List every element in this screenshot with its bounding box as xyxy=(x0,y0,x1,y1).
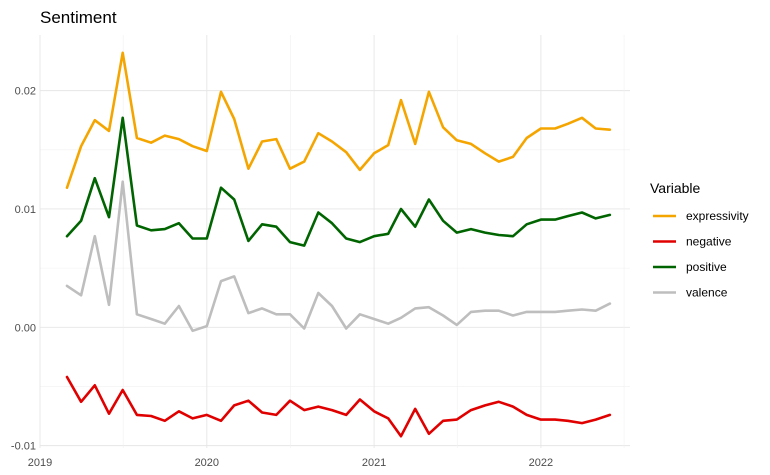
x-tick-label: 2019 xyxy=(28,457,52,469)
series-layer xyxy=(65,51,612,438)
legend-title: Variable xyxy=(650,180,701,196)
grid-layer xyxy=(39,35,630,448)
axis-layer: 0.02 0.01 0.00 -0.01 2019 2020 2021 2022 xyxy=(11,86,553,469)
legend-label-valence: valence xyxy=(686,286,728,300)
y-tick-label: 0.02 xyxy=(15,86,36,98)
chart-title: Sentiment xyxy=(40,8,117,27)
series-line-expressivity xyxy=(65,51,612,189)
legend-label-expressivity: expressivity xyxy=(686,209,749,223)
x-tick-label: 2022 xyxy=(529,457,553,469)
x-tick-label: 2020 xyxy=(195,457,219,469)
y-tick-label: 0.01 xyxy=(15,204,36,216)
series-line-negative xyxy=(65,375,612,438)
legend: Variable expressivity negative positive val… xyxy=(650,180,749,300)
legend-label-negative: negative xyxy=(686,235,732,249)
series-line-positive xyxy=(65,116,612,247)
y-tick-label: 0.00 xyxy=(15,322,36,334)
series-line-valence xyxy=(65,180,612,333)
x-tick-label: 2021 xyxy=(362,457,386,469)
y-tick-label: -0.01 xyxy=(11,441,36,453)
legend-label-positive: positive xyxy=(686,260,727,274)
